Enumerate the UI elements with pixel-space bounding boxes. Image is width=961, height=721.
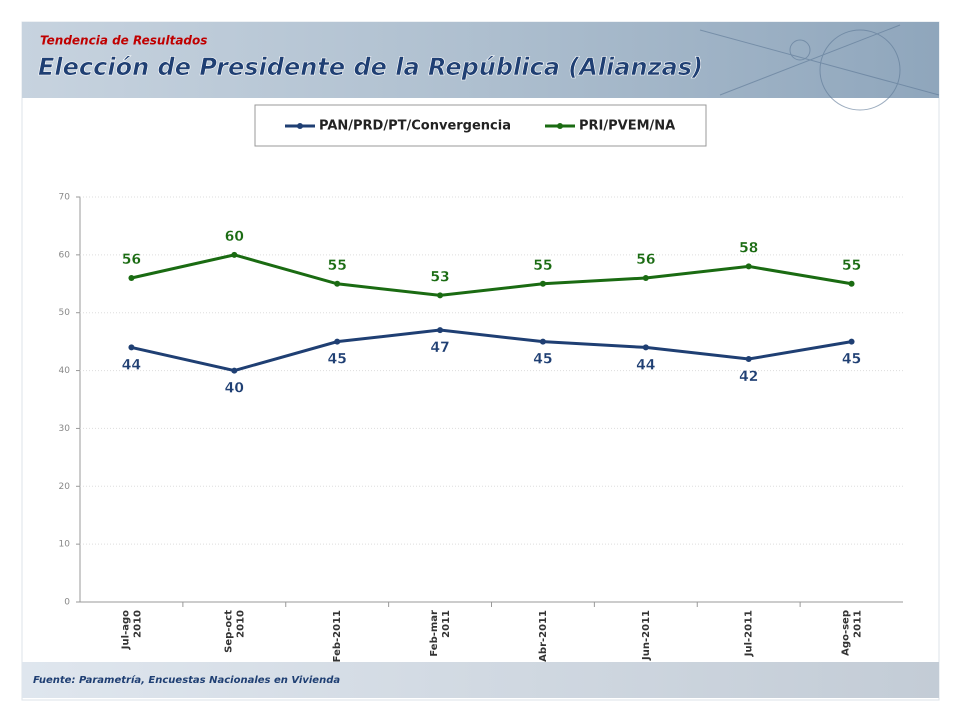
legend-marker (297, 123, 303, 129)
data-label: 47 (430, 340, 449, 356)
data-label: 56 (636, 252, 655, 268)
legend-marker (557, 123, 563, 129)
data-label: 60 (225, 229, 245, 245)
header-banner (22, 22, 939, 98)
x-tick-label: Feb-2011 (332, 610, 343, 662)
point (231, 367, 238, 374)
data-label: 40 (225, 381, 245, 397)
data-label: 44 (636, 357, 656, 373)
point (642, 275, 649, 281)
x-tick-label: Jul-2011 (744, 610, 755, 657)
point (231, 251, 238, 258)
x-tick-label: Sep-oct2010 (223, 610, 246, 653)
point (539, 338, 546, 345)
data-label: 55 (842, 258, 861, 274)
footer-band (22, 662, 939, 698)
point (334, 280, 341, 287)
series-line (131, 328, 852, 373)
y-tick-label: 60 (59, 250, 71, 260)
y-tick-label: 70 (59, 193, 71, 203)
y-tick-label: 50 (59, 308, 71, 318)
data-label: 56 (122, 252, 141, 268)
point (437, 327, 444, 334)
point (745, 263, 752, 270)
point (642, 344, 649, 351)
y-tick-label: 20 (59, 482, 71, 492)
point (745, 356, 752, 362)
x-tick-label: Ago-sep2011 (841, 610, 864, 656)
x-tick-label: Jul-ago2010 (120, 610, 143, 650)
y-tick-label: 40 (59, 366, 71, 376)
data-label: 45 (533, 352, 552, 368)
data-label: 58 (739, 240, 758, 256)
legend-label: PRI/PVEM/NA (579, 119, 675, 134)
data-label: 42 (739, 369, 758, 385)
legend-box (254, 104, 707, 147)
source: Fuente: Parametría, Encuestas Nacionales… (33, 674, 340, 686)
point (334, 338, 341, 345)
data-label: 44 (122, 357, 142, 373)
series-line (131, 253, 852, 297)
point (539, 280, 546, 287)
point (848, 280, 855, 287)
x-tick-label: Feb-mar2011 (429, 610, 452, 657)
point (437, 292, 444, 299)
point (128, 275, 135, 281)
subtitle: Tendencia de Resultados (40, 34, 207, 48)
y-tick-label: 0 (64, 598, 70, 608)
title: Elección de Presidente de la República (… (38, 53, 703, 81)
y-tick-label: 10 (59, 540, 71, 550)
data-label: 45 (842, 352, 861, 368)
point (848, 338, 855, 345)
data-label: 45 (327, 352, 346, 368)
legend-label: PAN/PRD/PT/Convergencia (319, 119, 511, 134)
data-label: 55 (327, 258, 346, 274)
data-label: 53 (430, 269, 449, 285)
header-decoration (699, 24, 940, 111)
point (128, 344, 135, 351)
x-tick-label: Jun-2011 (641, 610, 652, 661)
y-tick-label: 30 (59, 424, 71, 434)
data-label: 55 (533, 258, 552, 274)
x-tick-label: Abr-2011 (538, 610, 549, 662)
